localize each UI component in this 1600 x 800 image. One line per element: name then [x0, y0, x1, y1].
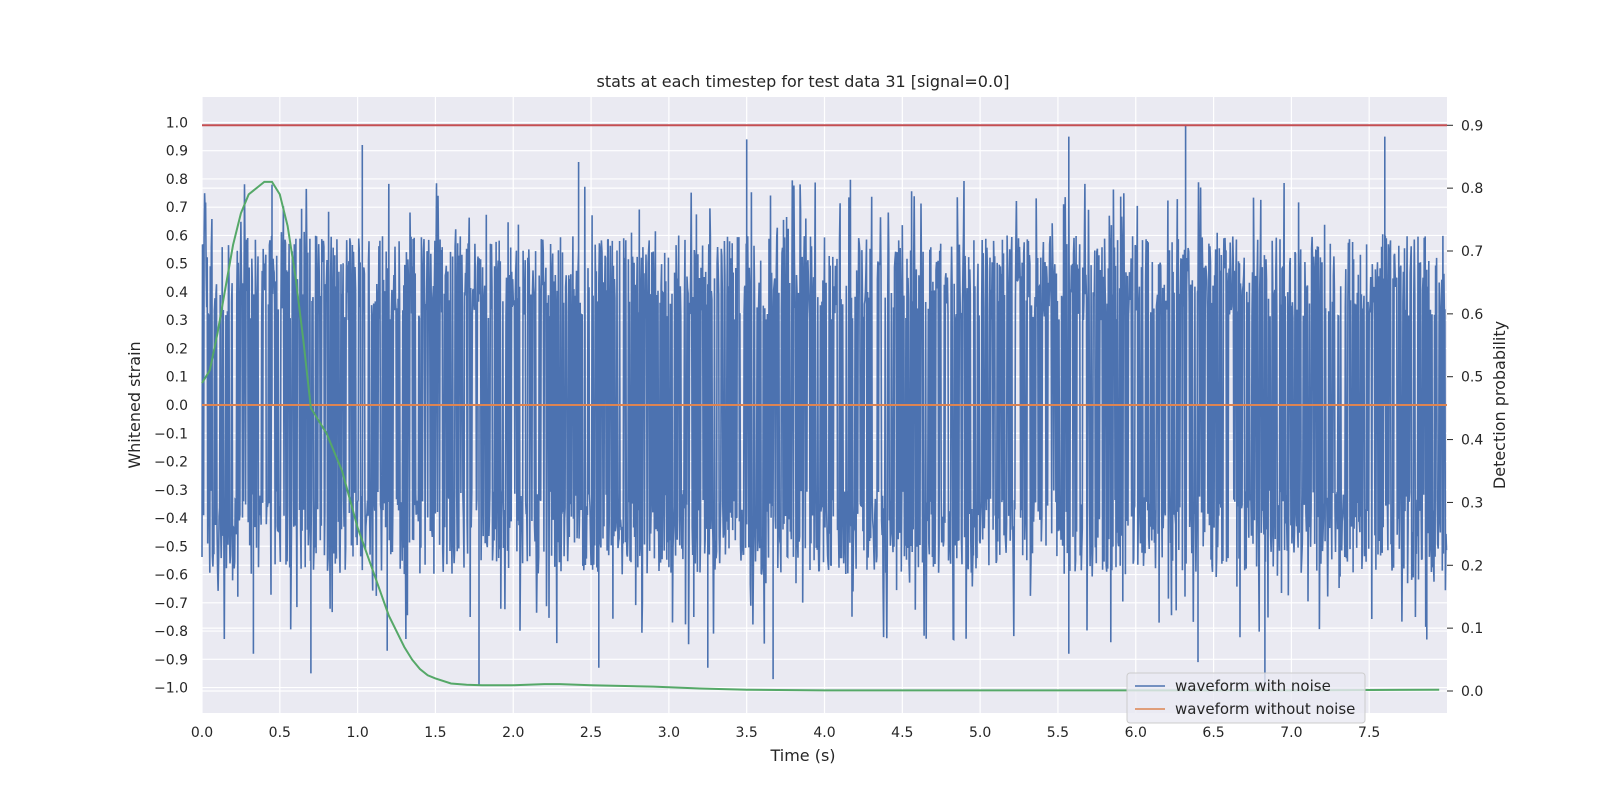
x-axis-label: Time (s): [769, 746, 835, 765]
x-tick-label: 7.5: [1358, 725, 1380, 741]
x-tick-label: 6.0: [1125, 725, 1147, 741]
y-tick-label: −0.4: [154, 511, 188, 527]
y-tick-label: 0.5: [166, 257, 188, 273]
x-tick-label: 1.5: [424, 725, 446, 741]
y2-tick-label: 0.4: [1461, 433, 1483, 449]
y-tick-label: −0.8: [154, 624, 188, 640]
x-tick-label: 4.0: [813, 725, 835, 741]
y-ticks: 1.0 0.9 0.8 0.7 0.6 0.5 0.4 0.3 0.2 0.1 0.0 −0.1 −0.…: [154, 115, 188, 696]
y-tick-label: 1.0: [166, 115, 188, 131]
y2-tick-label: 0.0: [1461, 684, 1483, 700]
y2-tick-label: 0.9: [1461, 118, 1483, 134]
y-tick-label: 0.3: [166, 313, 188, 329]
y2-ticks: 0.9 0.8 0.7 0.6 0.5 0.4 0.3 0.2 0.1 0.0: [1447, 118, 1483, 700]
y-tick-label: 0.4: [166, 285, 188, 301]
y2-tick-label: 0.5: [1461, 370, 1483, 386]
y2-tick-label: 0.3: [1461, 495, 1483, 511]
x-tick-label: 4.5: [891, 725, 913, 741]
y-tick-label: −0.7: [154, 596, 188, 612]
legend-label-clean: waveform without noise: [1175, 700, 1355, 718]
x-tick-label: 2.5: [580, 725, 602, 741]
x-tick-label: 6.5: [1202, 725, 1224, 741]
y-tick-label: −0.1: [154, 426, 188, 442]
y-tick-label: 0.7: [166, 200, 188, 216]
x-tick-label: 0.0: [191, 725, 213, 741]
y-tick-label: 0.9: [166, 144, 188, 160]
legend-box: [1126, 672, 1366, 724]
y-tick-label: −0.9: [154, 652, 188, 668]
y-tick-label: −0.3: [154, 483, 188, 499]
x-tick-label: 5.5: [1047, 725, 1069, 741]
x-tick-label: 7.0: [1280, 725, 1302, 741]
y2-tick-label: 0.8: [1461, 181, 1483, 197]
x-tick-label: 3.0: [658, 725, 680, 741]
x-tick-label: 1.0: [346, 725, 368, 741]
y-tick-label: 0.2: [166, 341, 188, 357]
legend-label-noise: waveform with noise: [1175, 677, 1331, 695]
y2-tick-label: 0.1: [1461, 621, 1483, 637]
y-tick-label: −0.5: [154, 539, 188, 555]
x-ticks: 0.0 0.5 1.0 1.5 2.0 2.5 3.0 3.5 4.0 4.5 5.0 5.5 6.0 6…: [191, 725, 1380, 741]
x-tick-label: 2.0: [502, 725, 524, 741]
noise-path: [201, 125, 1448, 685]
y-tick-label: −0.6: [154, 568, 188, 584]
y-tick-label: 0.0: [166, 398, 188, 414]
y-axis-label: Whitened strain: [125, 341, 144, 468]
chart-title: stats at each timestep for test data 31 …: [597, 72, 1010, 91]
y2-axis-label: Detection probability: [1490, 321, 1509, 489]
y-tick-label: 0.6: [166, 228, 188, 244]
y-tick-label: 0.1: [166, 370, 188, 386]
y-tick-label: −0.2: [154, 455, 188, 471]
legend: waveform with noise waveform without noi…: [1126, 672, 1366, 724]
y-tick-label: 0.8: [166, 172, 188, 188]
x-tick-label: 0.5: [269, 725, 291, 741]
series-lines: [201, 124, 1447, 692]
y2-tick-label: 0.6: [1461, 307, 1483, 323]
y2-tick-label: 0.2: [1461, 558, 1483, 574]
detection-probability-line: [201, 180, 1440, 692]
x-tick-label: 3.5: [736, 725, 758, 741]
y-tick-label: −1.0: [154, 681, 188, 697]
y2-tick-label: 0.7: [1461, 244, 1483, 260]
series-waveform-with-noise: [201, 125, 1448, 685]
x-tick-label: 5.0: [969, 725, 991, 741]
